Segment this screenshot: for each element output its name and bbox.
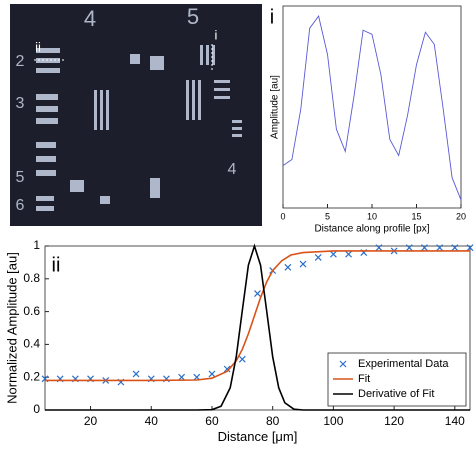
data-point (299, 260, 307, 268)
data-point (238, 355, 246, 363)
image-numeral: 6 (16, 197, 25, 214)
panel-label: i (270, 6, 274, 28)
x-tick-label: 60 (205, 414, 219, 428)
data-point (132, 370, 140, 378)
image-numeral: 4 (228, 161, 237, 178)
legend-label: Fit (358, 373, 370, 385)
image-marker: ii (35, 39, 41, 54)
y-tick-label: 1 (33, 238, 40, 252)
image-numeral: 5 (16, 169, 25, 186)
legend-symbol (339, 360, 347, 368)
data-point (254, 290, 261, 297)
x-tick-label: 80 (266, 414, 280, 428)
data-point (314, 254, 322, 261)
data-point (466, 244, 474, 252)
data-point (284, 263, 292, 271)
y-tick-label: 0.8 (23, 271, 40, 285)
series-line (45, 250, 470, 382)
y-tick-label: 0 (33, 402, 40, 416)
x-axis-label: Distance [μm] (218, 429, 298, 444)
microscope-image (10, 4, 262, 226)
data-point (208, 370, 216, 378)
y-axis-label: Normalized Amplitude [au] (4, 252, 19, 404)
y-tick-label: 0.4 (23, 337, 40, 351)
x-tick-label: 0 (280, 211, 285, 221)
data-point (451, 244, 459, 252)
x-tick-label: 10 (367, 211, 377, 221)
data-point (329, 250, 337, 258)
data-point (223, 365, 231, 373)
series-line (282, 15, 462, 201)
legend-label: Derivative of Fit (358, 388, 434, 400)
image-numeral: 5 (187, 4, 199, 29)
x-tick-label: 100 (323, 414, 343, 428)
target-bars (36, 45, 242, 211)
y-tick-label: 0.6 (23, 304, 40, 318)
image-marker: i (215, 27, 218, 42)
data-point (375, 244, 383, 252)
series-line (45, 243, 470, 411)
x-tick-label: 15 (411, 211, 421, 221)
data-point (345, 250, 352, 258)
image-background (10, 4, 262, 226)
panel-label: ii (52, 254, 61, 276)
image-numeral: 4 (84, 6, 96, 31)
y-tick-label: 0.2 (23, 369, 40, 383)
image-numeral: 2 (16, 53, 25, 70)
x-tick-label: 40 (145, 414, 159, 428)
x-tick-label: 120 (384, 414, 404, 428)
image-numeral: 3 (16, 95, 25, 112)
y-axis-label: Amplitude [au] (270, 75, 281, 139)
x-tick-label: 140 (445, 414, 465, 428)
data-point (405, 244, 413, 252)
x-axis-label: Distance along profile [px] (314, 223, 429, 234)
x-tick-label: 20 (84, 414, 98, 428)
x-tick-label: 5 (325, 211, 330, 221)
legend-label: Experimental Data (358, 358, 449, 370)
data-point (178, 373, 186, 381)
data-point (421, 244, 428, 252)
x-tick-label: 20 (456, 211, 466, 221)
data-point (436, 244, 444, 252)
